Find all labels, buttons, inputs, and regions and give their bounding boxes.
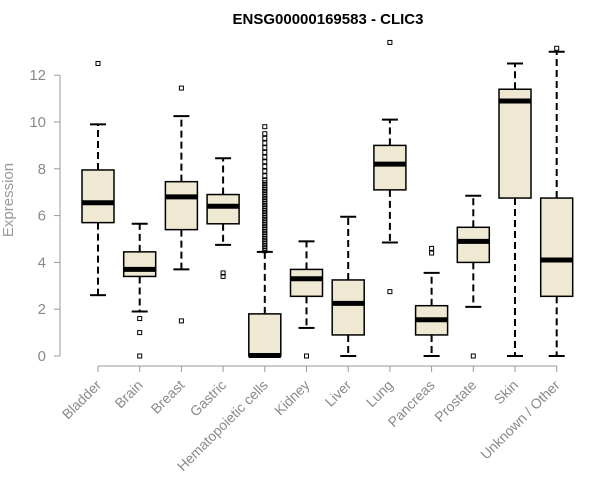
x-tick-label: Unknown / Other — [477, 377, 563, 463]
outlier-point — [554, 45, 560, 51]
outlier-point — [262, 168, 268, 174]
iqr-box — [456, 226, 491, 264]
x-tick-label: Breast — [148, 377, 188, 417]
y-tick-label: 12 — [29, 67, 46, 84]
outlier-point — [137, 316, 143, 322]
iqr-box — [122, 251, 157, 278]
iqr-box — [373, 144, 407, 191]
x-tick-label: Bladder — [59, 377, 105, 423]
x-tick-label: Lung — [363, 377, 396, 410]
outlier-point — [387, 39, 393, 45]
outlier-point — [262, 149, 268, 155]
outlier-point — [470, 353, 476, 359]
outlier-point — [262, 178, 268, 183]
outlier-point — [429, 245, 435, 251]
outlier-point — [262, 154, 268, 160]
iqr-box — [539, 197, 574, 298]
iqr-box — [164, 180, 199, 231]
outlier-point — [304, 353, 309, 359]
box-series — [81, 39, 574, 359]
x-tick-label: Kidney — [271, 377, 313, 419]
iqr-box — [81, 169, 115, 224]
box-prostate — [456, 194, 491, 359]
outlier-point — [262, 131, 268, 137]
chart-title: ENSG00000169583 - CLIC3 — [233, 11, 424, 28]
x-tick-label: Prostate — [431, 377, 479, 425]
box-skin — [498, 62, 532, 357]
box-brain — [122, 222, 157, 359]
outlier-point — [429, 250, 435, 256]
y-axis-label: Expression — [0, 163, 17, 237]
outlier-point — [262, 145, 268, 151]
outlier-point — [262, 140, 268, 146]
outlier-point — [95, 61, 101, 66]
outlier-point — [178, 318, 184, 324]
outlier-point — [262, 135, 268, 141]
iqr-box — [248, 313, 282, 357]
box-liver — [331, 215, 365, 357]
y-tick-label: 4 — [38, 254, 46, 271]
outlier-point — [137, 330, 143, 336]
outlier-point — [262, 159, 268, 165]
outlier-point — [178, 85, 184, 91]
iqr-box — [498, 88, 532, 199]
outlier-point — [262, 163, 268, 169]
iqr-box — [206, 193, 240, 225]
x-tick-label: Liver — [322, 377, 355, 410]
outlier-point — [220, 273, 226, 279]
box-pancreas — [414, 245, 449, 357]
y-tick-label: 6 — [38, 208, 46, 225]
box-unknown-other — [539, 45, 574, 357]
y-tick-label: 10 — [29, 114, 46, 131]
iqr-box — [331, 279, 365, 336]
y-axis: 0 2 4 6 8 10 12 — [29, 67, 61, 365]
outlier-point — [262, 173, 268, 179]
x-tick-label: Brain — [111, 377, 145, 411]
iqr-box — [289, 268, 324, 298]
box-breast — [164, 85, 199, 324]
x-tick-label: Skin — [491, 377, 522, 408]
y-tick-label: 0 — [38, 348, 46, 365]
y-tick-label: 8 — [38, 161, 46, 178]
outlier-point — [387, 289, 393, 295]
outlier-point — [262, 124, 268, 130]
outlier-point — [137, 353, 143, 359]
box-kidney — [289, 240, 324, 359]
box-gastric — [206, 157, 240, 279]
box-hematopoietic-cells — [248, 124, 282, 359]
y-tick-label: 2 — [38, 301, 46, 318]
box-bladder — [81, 61, 115, 297]
box-lung — [373, 39, 407, 295]
